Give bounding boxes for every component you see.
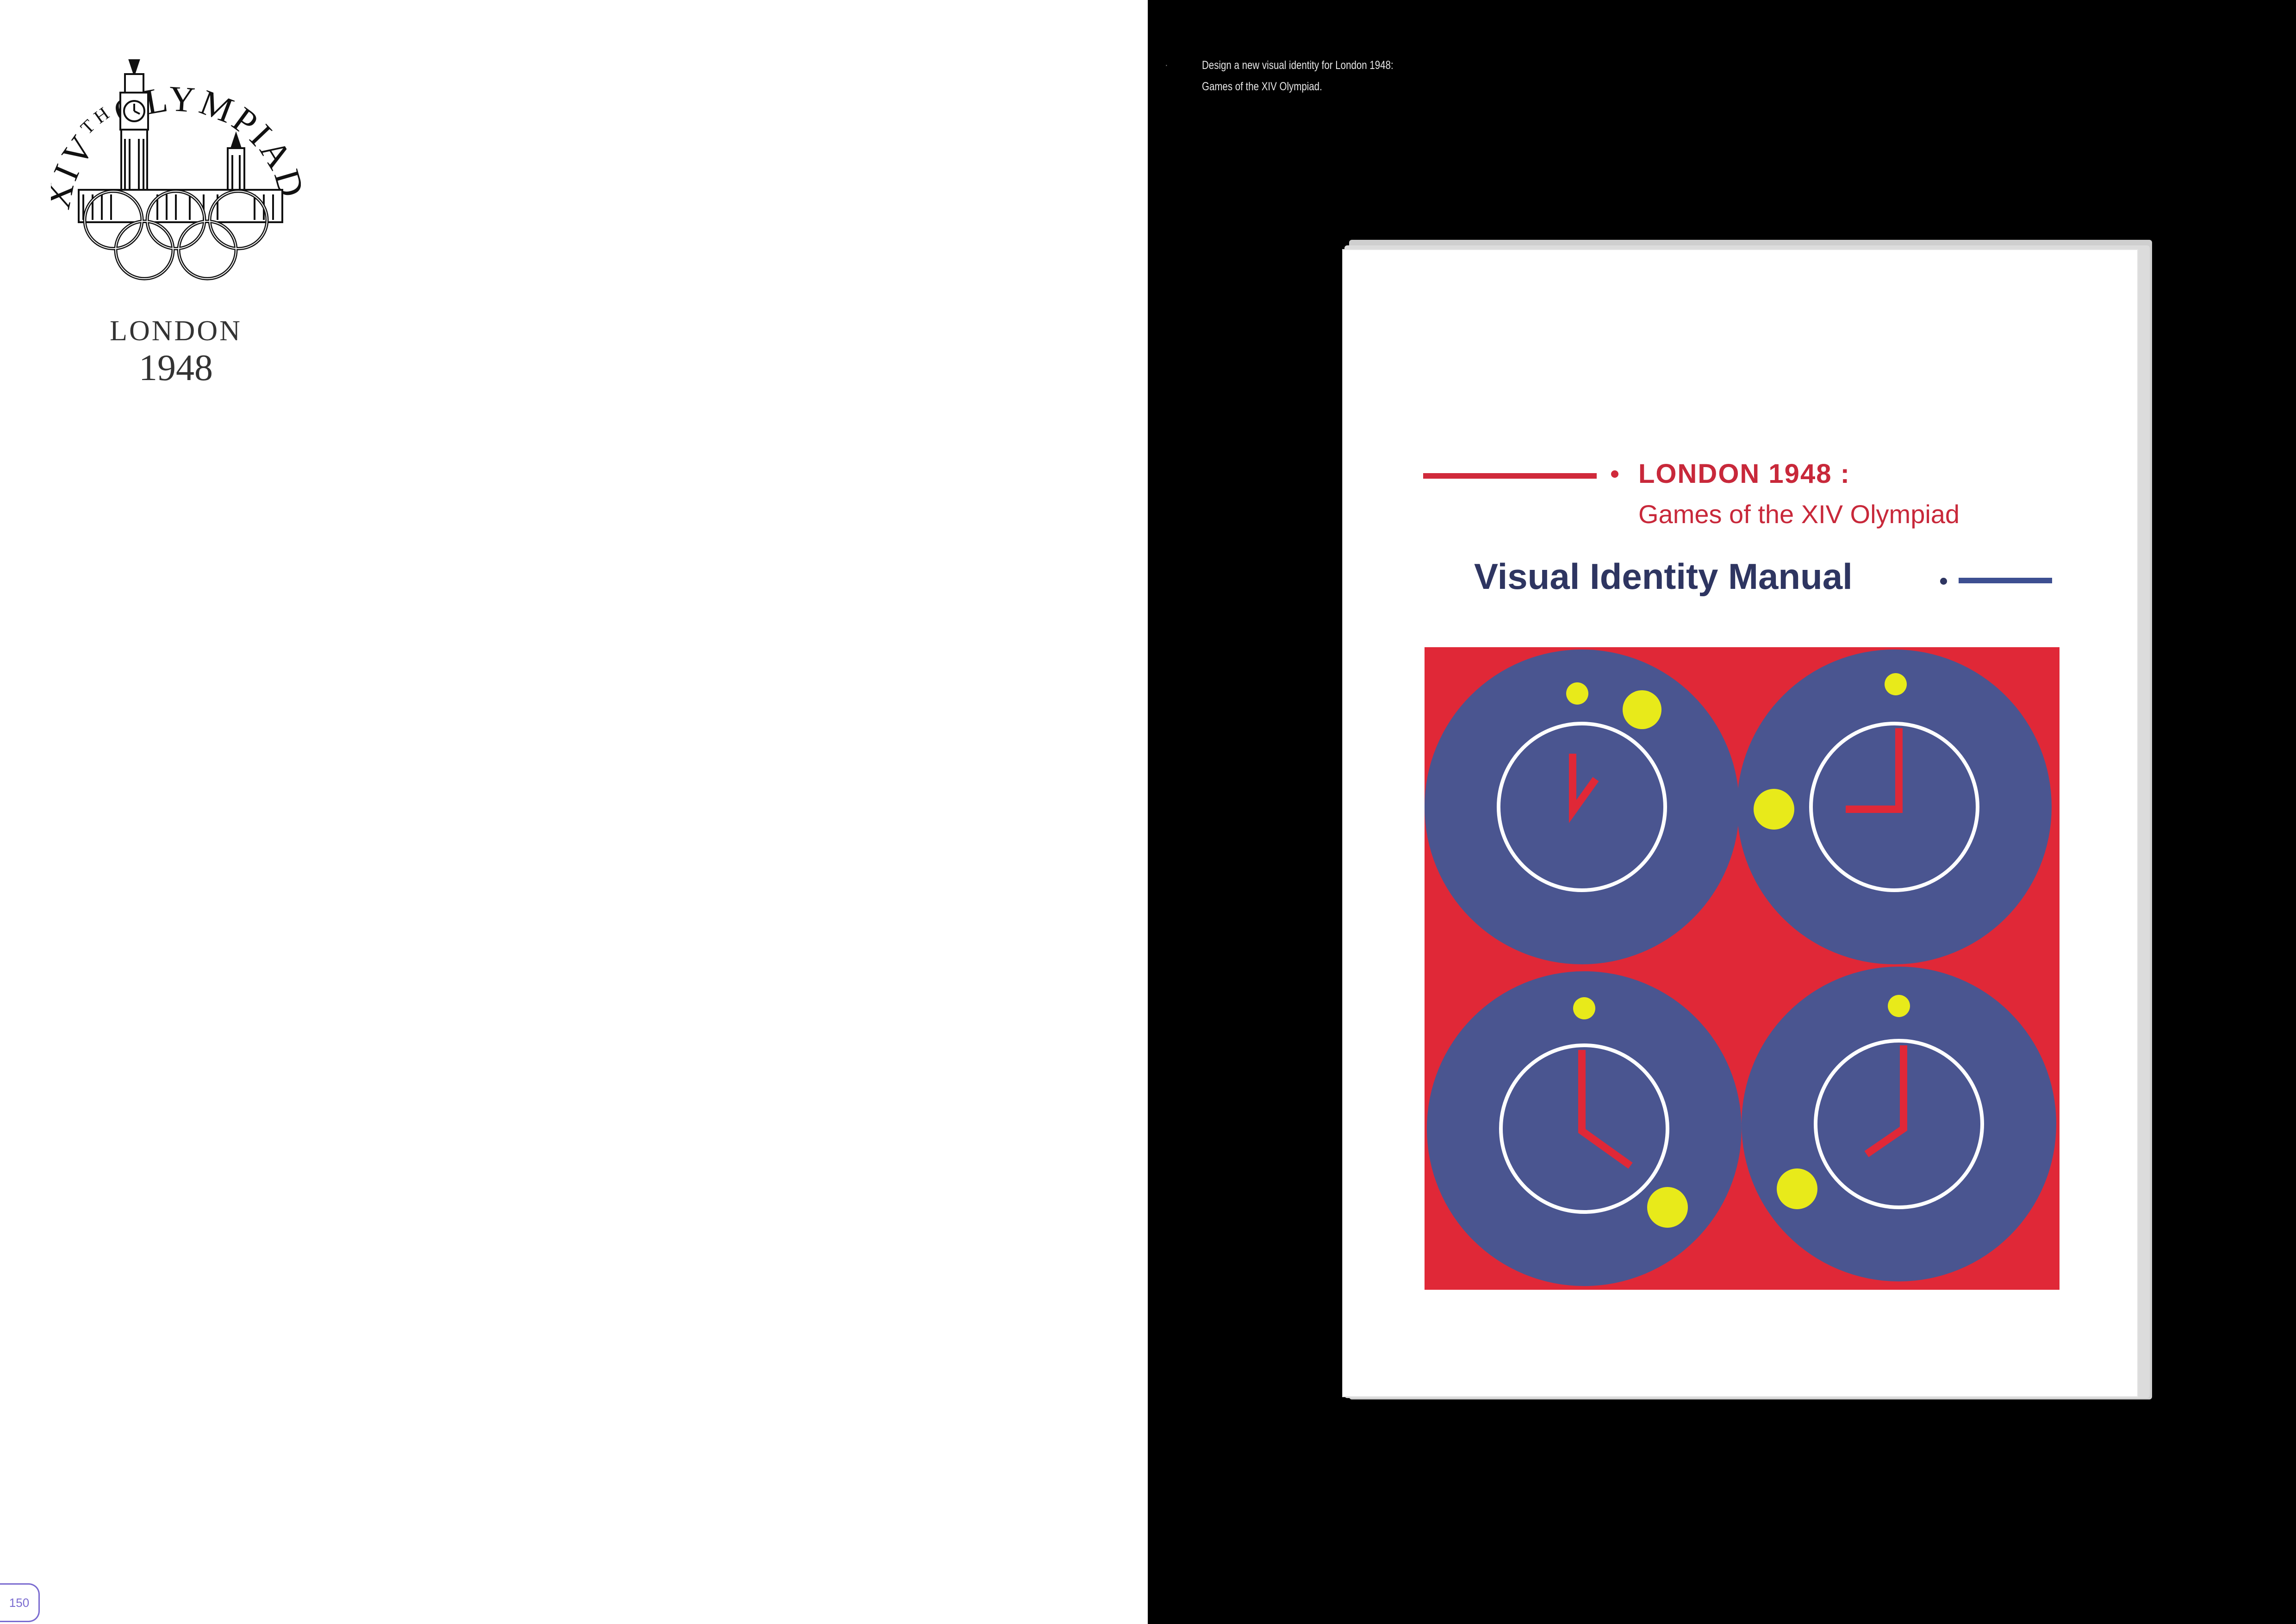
- title-dot-red: [1611, 470, 1618, 478]
- heading-dot-blue: [1940, 578, 1947, 585]
- big-ben-olympic-rings-emblem: XIVTHOLYMPIAD: [51, 59, 301, 281]
- olympiad-emblem: XIVTHOLYMPIAD: [51, 46, 301, 398]
- clock-bottom-right: [1742, 967, 2056, 1281]
- clock-top-right: [1737, 650, 2052, 964]
- title-rule-red: [1423, 473, 1597, 479]
- clock-bottom-left: [1427, 971, 1742, 1286]
- manual-title: LONDON 1948 :: [1638, 459, 1850, 489]
- left-page: XIVTHOLYMPIAD: [0, 46, 301, 1622]
- emblem-year: 1948: [139, 348, 213, 388]
- emblem-city: LONDON: [110, 315, 242, 347]
- caption-line-1: Design a new visual identity for London …: [1202, 59, 1394, 72]
- clock-top-left: [1425, 650, 1739, 964]
- manual-subtitle: Games of the XIV Olympiad: [1638, 500, 1960, 529]
- page-number-tab: 150: [0, 1583, 40, 1622]
- four-clocks-icon: [1425, 647, 2060, 1290]
- caption-bullet: ·: [1165, 60, 1168, 70]
- caption-line-2: Games of the XIV Olympiad.: [1202, 80, 1322, 93]
- heading-rule-blue: [1959, 578, 2052, 583]
- caption: · Design a new visual identity for Londo…: [1165, 55, 1436, 97]
- manual-heading: Visual Identity Manual: [1474, 556, 1853, 597]
